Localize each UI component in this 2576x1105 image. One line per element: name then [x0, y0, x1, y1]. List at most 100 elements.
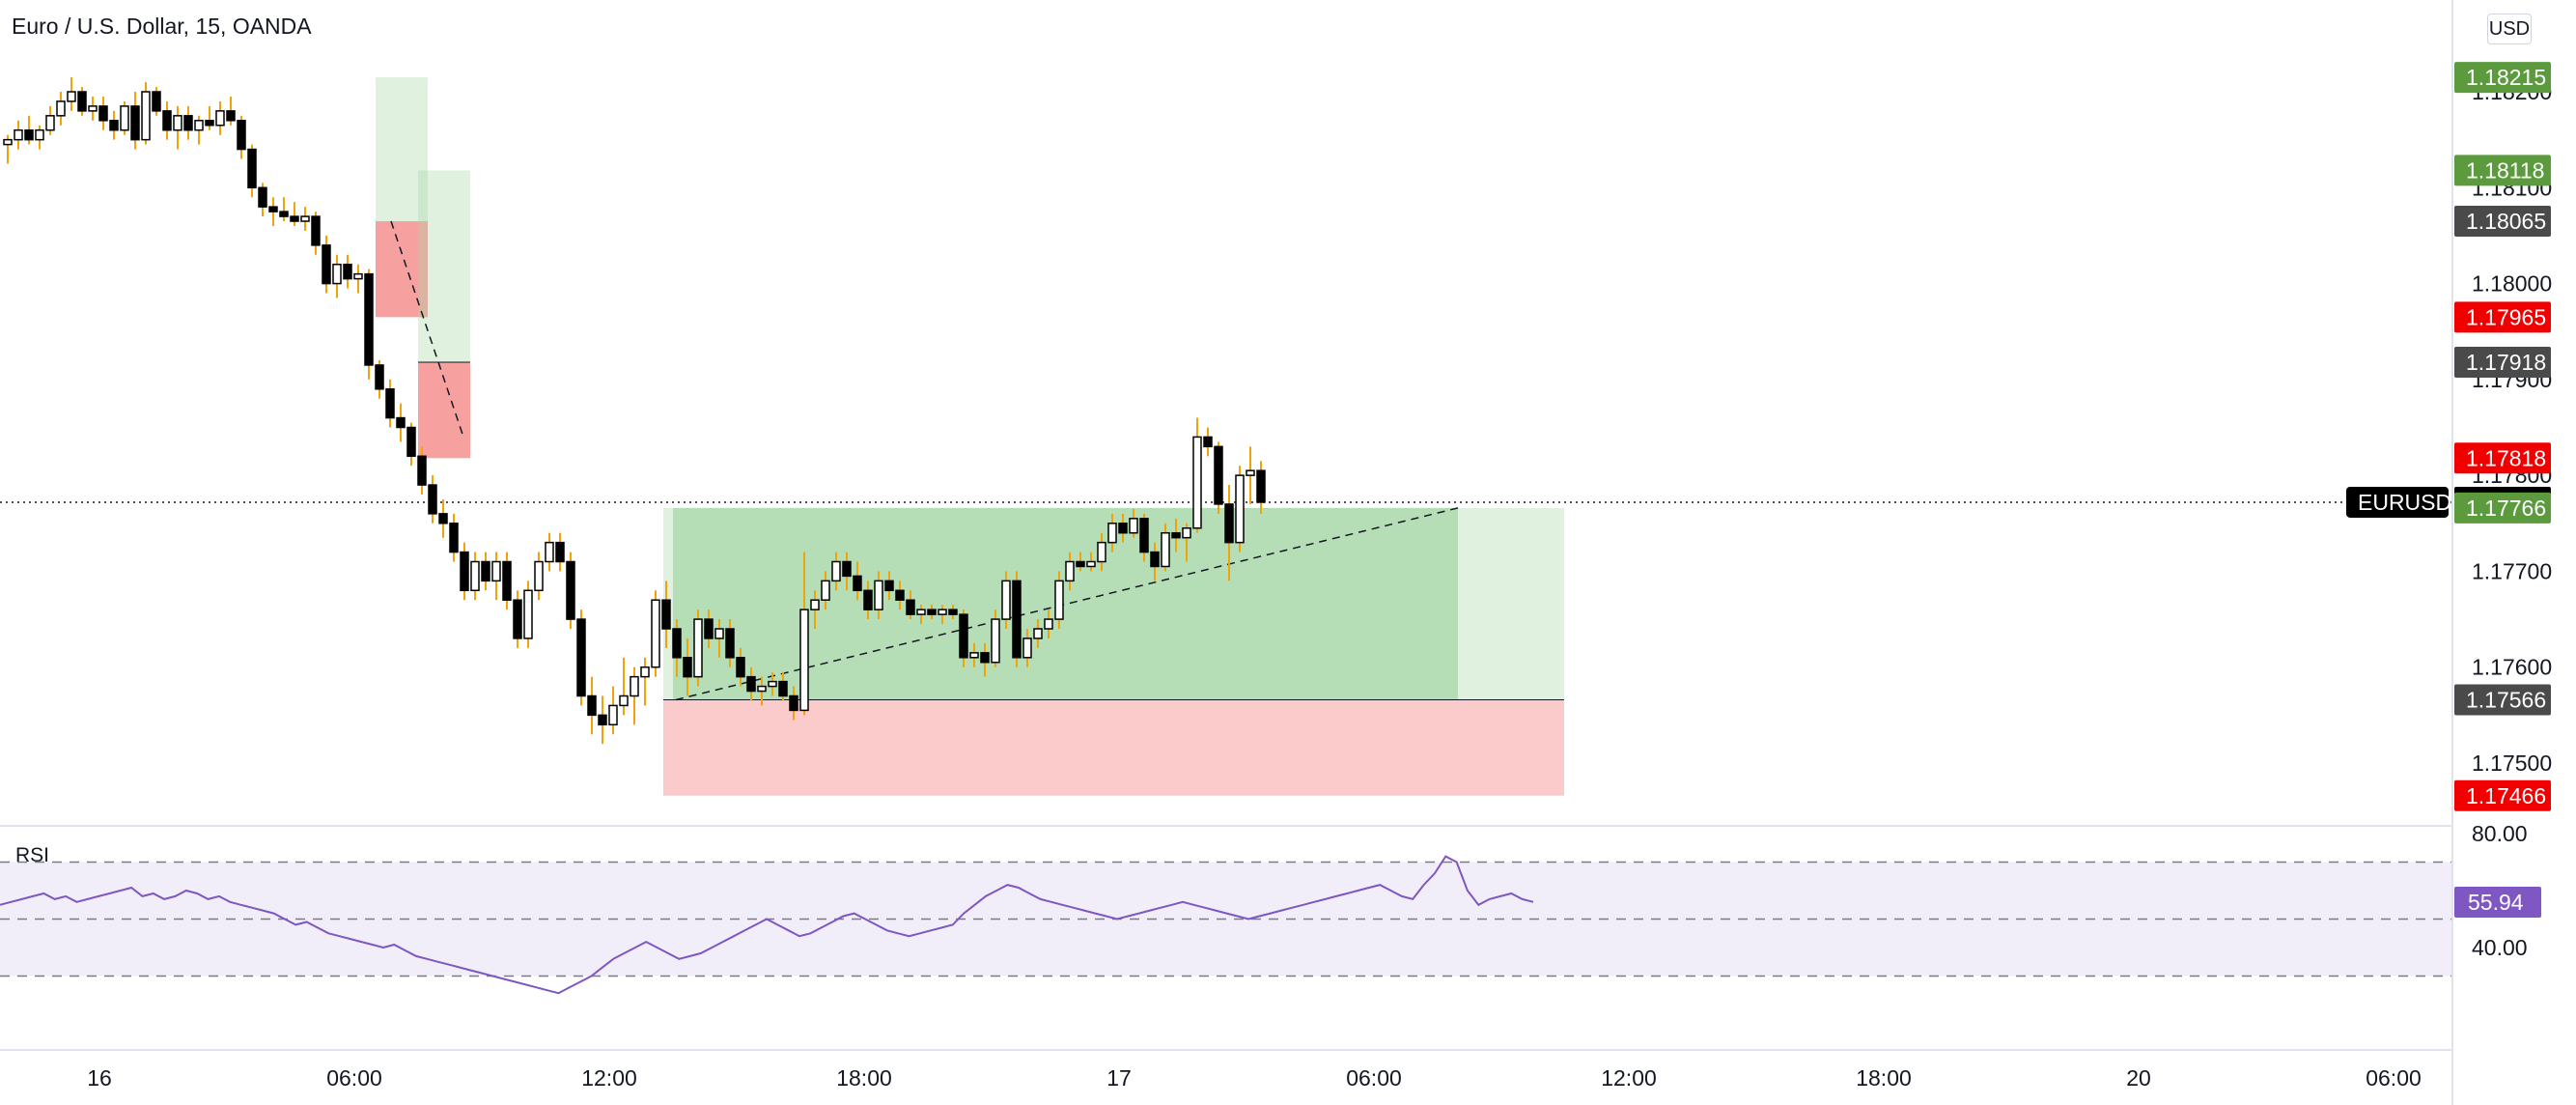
candle-body	[67, 91, 76, 102]
price-tag-label: 1.18215	[2466, 65, 2546, 90]
candle-body	[1001, 580, 1011, 620]
candle-body	[651, 599, 660, 668]
price-tag-label: 1.17965	[2466, 304, 2546, 329]
rsi-line	[0, 855, 1534, 995]
candle-body	[332, 263, 342, 285]
candle-body	[152, 91, 161, 112]
candle-body	[831, 560, 841, 582]
candle-body	[534, 560, 544, 592]
candle-body	[810, 599, 820, 610]
candle-body	[757, 685, 767, 693]
candle-body	[523, 589, 533, 639]
candle-body	[980, 652, 990, 664]
candle-body	[916, 609, 926, 615]
symbol-title: Euro / U.S. Dollar, 15, OANDA	[12, 14, 312, 39]
candle-body	[45, 115, 55, 131]
candle-body	[821, 580, 830, 601]
price-tag	[2454, 779, 2551, 811]
time-tick-label: 06:00	[1346, 1065, 1402, 1091]
candle-body	[343, 263, 352, 280]
price-tag-label: 1.18118	[2466, 157, 2544, 183]
trade-path-line	[390, 220, 464, 438]
short-stop-zone	[418, 170, 470, 362]
candle-body	[449, 523, 459, 553]
candle-body	[842, 560, 852, 578]
candle-body	[428, 484, 437, 515]
candle-body	[470, 560, 480, 592]
candle-body	[1235, 474, 1245, 544]
price-tag	[2454, 62, 2551, 94]
candle-body	[1086, 560, 1096, 568]
candle-body	[1129, 518, 1138, 534]
candle-body	[141, 91, 151, 141]
price-tag	[2454, 346, 2551, 378]
candle-body	[226, 110, 236, 122]
candle-body	[1224, 503, 1234, 544]
candles	[3, 77, 1266, 745]
candle-body	[959, 613, 968, 659]
candle-body	[1161, 531, 1170, 568]
currency-button[interactable]: USD	[2487, 14, 2532, 44]
candle-body	[746, 675, 756, 693]
price-tag-label: 1.17818	[2466, 445, 2546, 470]
candle-body	[778, 680, 788, 697]
candle-body	[1097, 541, 1106, 563]
long-filled-zone	[673, 507, 1458, 700]
candle-body	[247, 148, 257, 189]
candle-body	[906, 599, 915, 615]
candle-body	[502, 560, 512, 601]
short-target-zone	[376, 221, 428, 318]
candle-body	[290, 215, 299, 222]
candle-body	[938, 609, 947, 615]
candle-body	[1054, 580, 1064, 620]
price-tag	[2454, 684, 2551, 716]
candle-body	[1022, 638, 1032, 659]
candle-body	[130, 105, 140, 141]
candle-body	[237, 120, 246, 151]
candle-body	[300, 215, 310, 222]
candle-body	[736, 657, 745, 678]
time-tick-label: 17	[1106, 1065, 1132, 1091]
candle-body	[874, 580, 883, 610]
candle-body	[884, 580, 894, 592]
candle-body	[587, 694, 597, 717]
time-tick-label: 12:00	[1601, 1065, 1657, 1091]
candle-body	[948, 609, 958, 615]
price-tag-label: 1.18065	[2466, 209, 2546, 234]
candle-body	[258, 186, 267, 208]
candle-body	[268, 206, 278, 212]
candle-body	[1012, 580, 1022, 659]
candle-body	[353, 272, 363, 280]
candle-body	[205, 120, 214, 127]
price-tick-label: 1.17700	[2472, 558, 2552, 583]
rsi-value-label: 55.94	[2468, 890, 2524, 915]
rsi-label: RSI	[15, 844, 50, 866]
candle-body	[598, 714, 607, 726]
price-tag	[2454, 442, 2551, 474]
candle-body	[895, 589, 905, 601]
candle-body	[714, 628, 724, 639]
time-tick-label: 16	[87, 1065, 112, 1091]
rsi-pane	[0, 855, 2452, 995]
candle-body	[120, 105, 129, 131]
candle-body	[1107, 523, 1117, 544]
candle-body	[545, 541, 554, 563]
candle-body	[35, 128, 44, 141]
candle-body	[1118, 523, 1128, 534]
candle-body	[3, 138, 13, 146]
candle-body	[56, 100, 66, 117]
price-tag	[2454, 301, 2551, 333]
candle-body	[1033, 628, 1043, 639]
candle-body	[1256, 469, 1266, 503]
candle-body	[789, 694, 798, 712]
candle-body	[1065, 560, 1075, 582]
candle-body	[406, 426, 416, 458]
candle-body	[417, 455, 427, 486]
candle-body	[396, 416, 406, 429]
candle-body	[375, 364, 384, 390]
price-tick-label: 1.17500	[2472, 751, 2552, 776]
candle-body	[725, 628, 735, 659]
candle-body	[24, 128, 34, 141]
candle-body	[77, 91, 87, 112]
